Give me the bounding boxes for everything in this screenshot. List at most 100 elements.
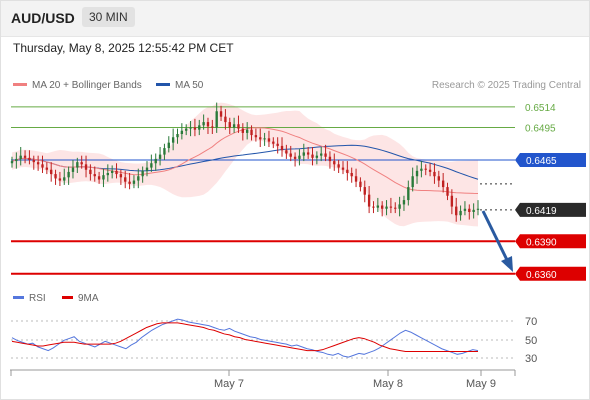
candle-body: [437, 176, 440, 181]
candle-body: [450, 195, 454, 207]
candle-body: [280, 145, 284, 151]
candle-body: [328, 156, 332, 162]
candle-body: [219, 111, 223, 117]
candle-body: [441, 180, 445, 188]
candle-body: [110, 170, 114, 173]
candle-body: [289, 153, 292, 157]
candle-body: [80, 162, 83, 165]
candle-body: [285, 150, 288, 154]
candle-body: [389, 206, 393, 208]
candle-body: [232, 124, 236, 128]
ma50-label: MA 50: [175, 80, 204, 91]
candle-body: [63, 177, 66, 181]
candle-body: [415, 170, 419, 177]
candle-body: [41, 164, 44, 168]
support-tag: [515, 266, 586, 281]
candle-body: [272, 141, 275, 144]
candle-body: [180, 130, 184, 134]
support-tag: [515, 234, 586, 249]
candle-body: [298, 155, 301, 159]
support-label: 0.6390: [526, 237, 557, 248]
forecast-arrow-head: [501, 256, 513, 272]
candle-body: [106, 173, 109, 176]
candle-body: [363, 187, 366, 195]
legend-ma50: MA 50: [156, 80, 203, 91]
candle-body: [215, 111, 218, 128]
candle-body: [315, 155, 319, 158]
legend-ma20: MA 20 + Bollinger Bands: [13, 80, 142, 91]
candle-body: [459, 210, 462, 216]
ma9-label: 9MA: [78, 293, 99, 304]
candle-body: [124, 177, 127, 182]
candle-body: [189, 127, 192, 129]
candle-body: [267, 138, 271, 142]
candle-body: [193, 127, 197, 130]
ma50-swatch: [156, 82, 170, 86]
candle-body: [411, 176, 414, 188]
support-label: 0.6360: [526, 270, 557, 281]
x-axis-label: May 7: [214, 378, 244, 390]
forecast-arrow-shaft: [481, 210, 510, 263]
candle-body: [359, 181, 362, 188]
candle-body: [237, 124, 240, 129]
candle-body: [10, 161, 14, 164]
candle-body: [398, 204, 401, 209]
candle-body: [176, 134, 179, 138]
last-label: 0.6419: [526, 206, 557, 217]
legend-rsi: RSI: [13, 293, 46, 304]
candle-body: [367, 194, 371, 207]
rsi-level-label: 30: [525, 353, 537, 365]
candle-body: [424, 168, 427, 170]
candle-body: [228, 122, 231, 128]
resistance-label: 0.6514: [525, 103, 556, 114]
candle-body: [23, 155, 27, 158]
candle-body: [276, 143, 279, 146]
candle-body: [54, 174, 57, 179]
x-axis-label: May 8: [373, 378, 403, 390]
candle-body: [263, 138, 266, 140]
candle-body: [36, 162, 40, 165]
candle-body: [137, 176, 140, 181]
candle-body: [428, 169, 432, 172]
candle-body: [224, 116, 227, 123]
candle-body: [163, 148, 166, 155]
last-tag: [515, 202, 586, 217]
rsi-swatch: [13, 295, 24, 299]
rsi-level-label: 50: [525, 335, 537, 347]
candle-body: [341, 167, 345, 170]
candle-body: [19, 155, 22, 159]
candle-body: [402, 200, 406, 205]
x-axis-label: May 9: [466, 378, 496, 390]
candle-body: [115, 170, 118, 175]
rsi-label: RSI: [29, 293, 46, 304]
candle-body: [145, 167, 149, 171]
candle-body: [150, 163, 153, 168]
candle-body: [254, 135, 258, 138]
candle-body: [446, 187, 449, 196]
candle-body: [71, 167, 75, 172]
timestamp: Thursday, May 8, 2025 12:55:42 PM CET: [13, 41, 234, 55]
candle-body: [333, 161, 336, 165]
candle-body: [463, 208, 467, 211]
candle-body: [206, 122, 210, 127]
candle-body: [320, 153, 323, 156]
candle-body: [171, 137, 175, 143]
candle-body: [93, 174, 96, 177]
candle-body: [102, 175, 105, 180]
candle-body: [84, 164, 88, 170]
candle-body: [306, 152, 310, 155]
candle-body: [119, 174, 123, 178]
candle-body: [259, 137, 262, 140]
candle-body: [67, 171, 70, 178]
candle-body: [211, 126, 214, 128]
rsi-ma9-line: [11, 322, 478, 353]
candle-body: [202, 122, 205, 126]
candle-body: [141, 170, 144, 177]
credit-text: Research © 2025 Trading Central: [431, 80, 581, 91]
candle-body: [158, 154, 162, 159]
timeframe-button[interactable]: 30 MIN: [82, 7, 135, 27]
candle-body: [241, 128, 245, 133]
ma9-swatch: [62, 295, 73, 299]
candle-body: [250, 129, 253, 136]
